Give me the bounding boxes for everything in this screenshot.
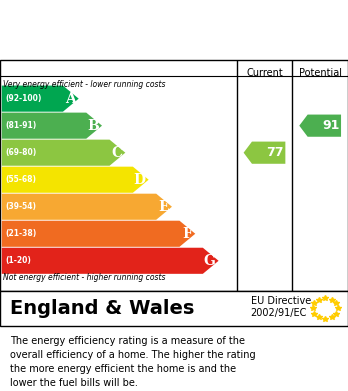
Text: Very energy efficient - lower running costs: Very energy efficient - lower running co… xyxy=(3,80,166,89)
Text: C: C xyxy=(111,146,122,160)
Text: B: B xyxy=(87,118,99,133)
Text: E: E xyxy=(158,200,169,214)
Text: EU Directive
2002/91/EC: EU Directive 2002/91/EC xyxy=(251,296,311,317)
Text: 77: 77 xyxy=(266,146,284,159)
Text: (39-54): (39-54) xyxy=(5,202,36,211)
Polygon shape xyxy=(2,221,195,247)
Polygon shape xyxy=(2,167,149,193)
Text: A: A xyxy=(65,91,76,106)
Text: D: D xyxy=(133,173,145,187)
Polygon shape xyxy=(2,113,102,139)
Text: England & Wales: England & Wales xyxy=(10,299,195,318)
Text: (21-38): (21-38) xyxy=(5,229,37,238)
Polygon shape xyxy=(2,140,125,166)
Polygon shape xyxy=(299,115,341,137)
Text: (81-91): (81-91) xyxy=(5,121,37,130)
Text: 91: 91 xyxy=(322,119,339,132)
Text: (1-20): (1-20) xyxy=(5,256,31,265)
Text: F: F xyxy=(182,227,192,241)
Text: (92-100): (92-100) xyxy=(5,94,42,103)
Text: Not energy efficient - higher running costs: Not energy efficient - higher running co… xyxy=(3,273,166,282)
Text: Energy Efficiency Rating: Energy Efficiency Rating xyxy=(10,32,258,50)
Text: (69-80): (69-80) xyxy=(5,148,37,157)
Text: Potential: Potential xyxy=(299,68,342,78)
Text: Current: Current xyxy=(246,68,283,78)
Text: The energy efficiency rating is a measure of the
overall efficiency of a home. T: The energy efficiency rating is a measur… xyxy=(10,336,256,388)
Polygon shape xyxy=(2,248,219,274)
Polygon shape xyxy=(2,194,172,220)
Polygon shape xyxy=(244,142,285,164)
Text: (55-68): (55-68) xyxy=(5,175,36,184)
Text: G: G xyxy=(204,254,215,268)
Polygon shape xyxy=(2,86,79,112)
